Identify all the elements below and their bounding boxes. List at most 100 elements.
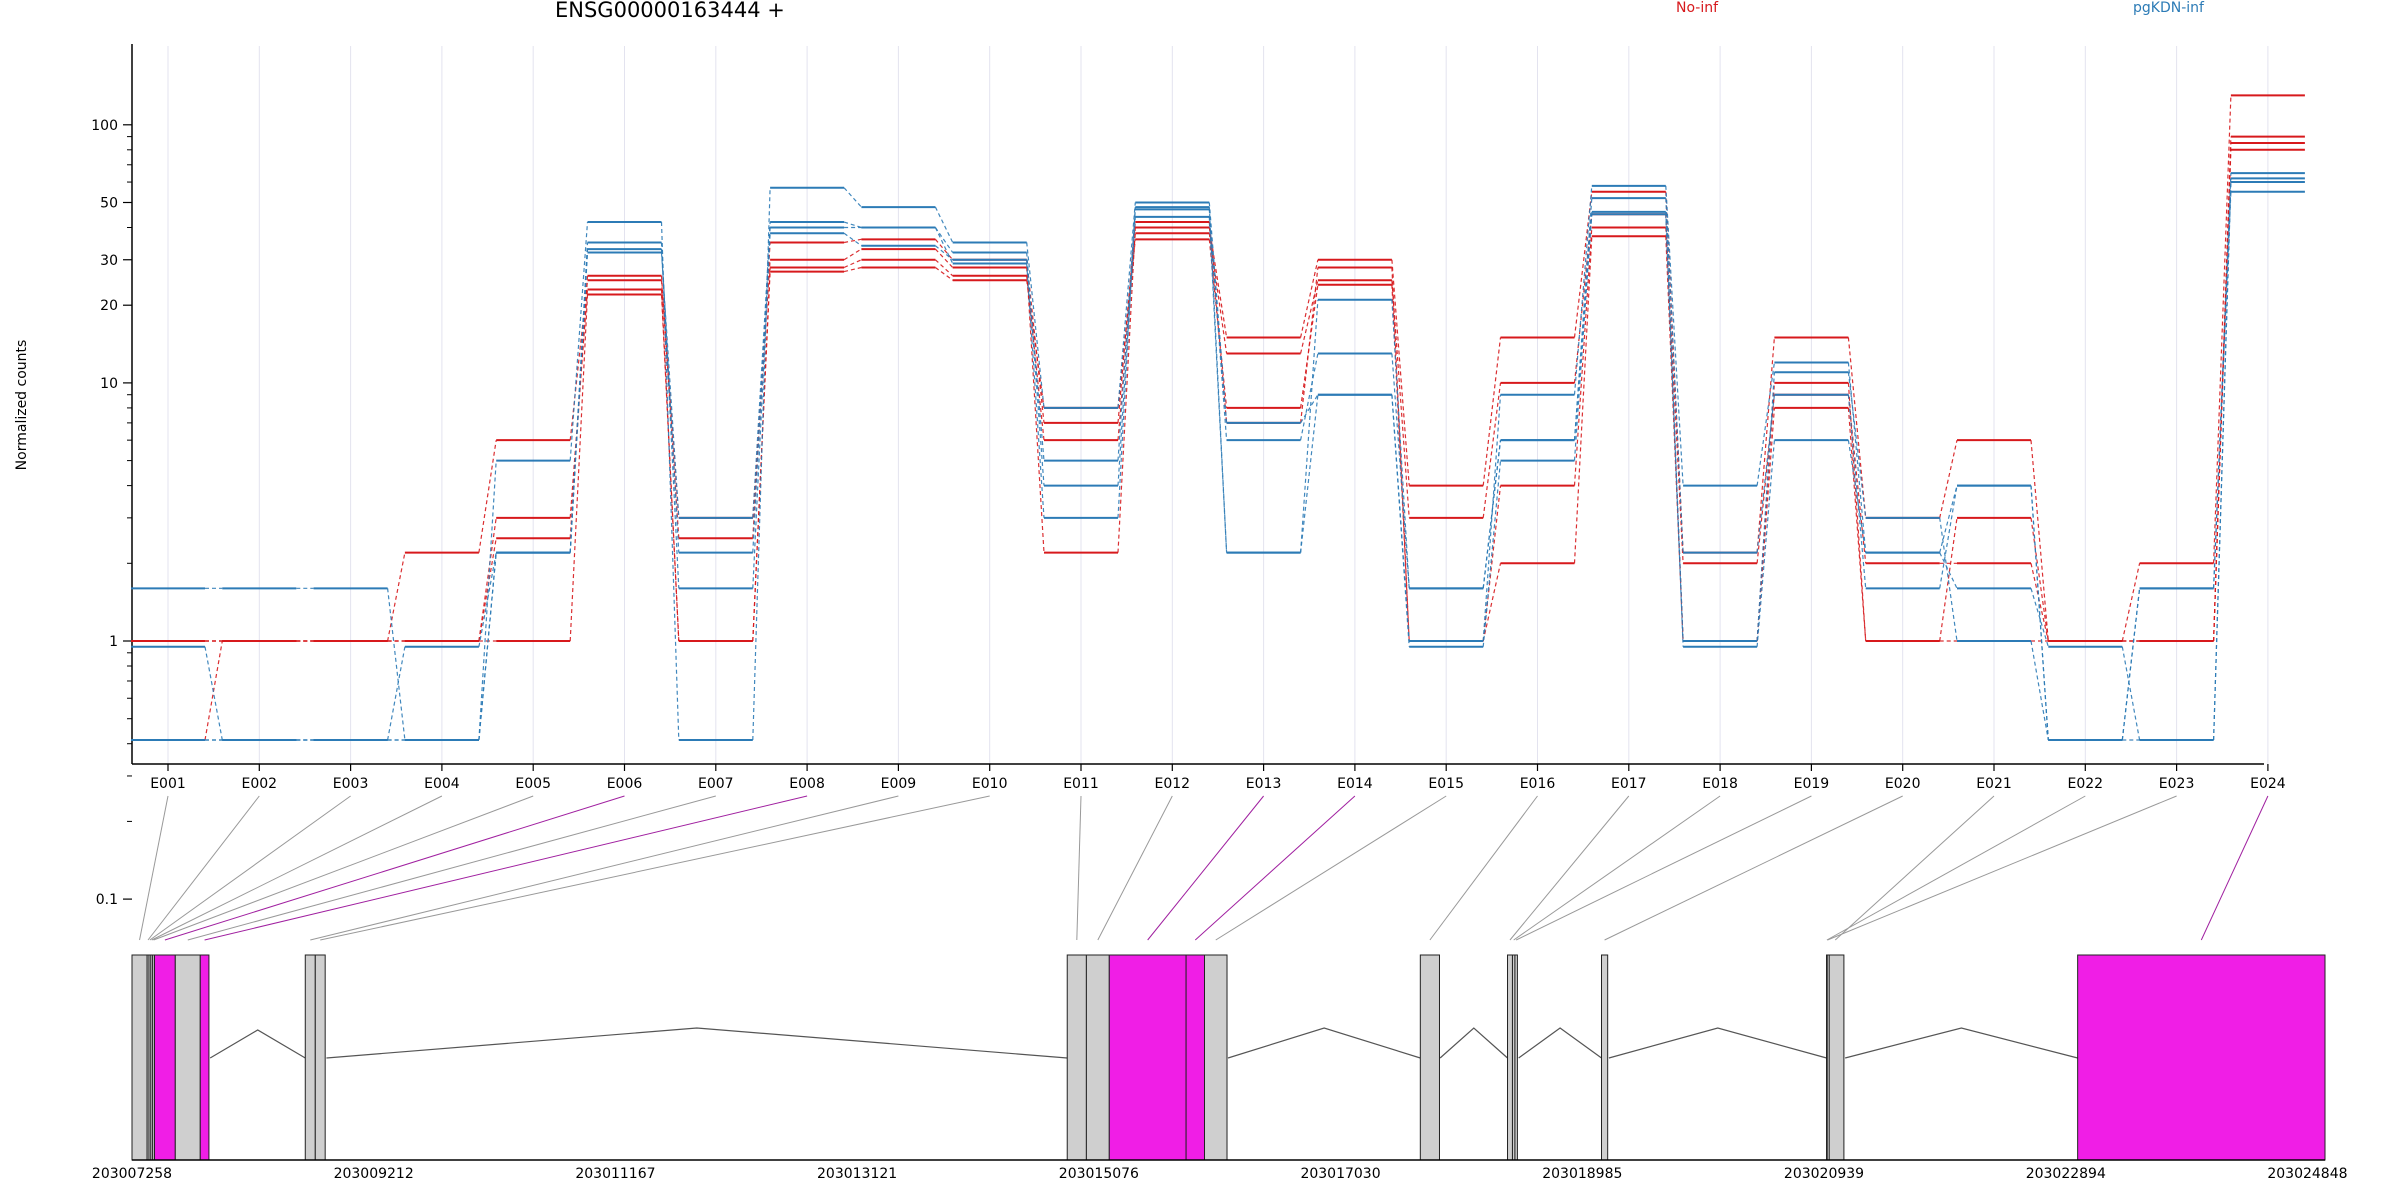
series-connector (1573, 191, 1593, 338)
series-connector (569, 252, 589, 553)
series-connector (2030, 440, 2049, 642)
series-connector (752, 187, 771, 741)
series-connector (752, 227, 771, 518)
exon-connector (153, 795, 534, 941)
exon-connector (164, 795, 625, 941)
series-connector (387, 588, 406, 741)
x-tick-label: E009 (881, 776, 917, 792)
x-tick-label: E013 (1246, 776, 1282, 792)
y-tick-label: 0.1 (96, 892, 118, 908)
series-connector (1756, 394, 1775, 553)
series-connector (1847, 407, 1867, 642)
x-tick-label: E020 (1885, 776, 1921, 792)
series-connector (1300, 280, 1319, 354)
series-connector (1665, 191, 1684, 553)
exon-connector (139, 795, 169, 941)
exon-connector (1509, 795, 1630, 941)
series-connector (660, 294, 680, 642)
x-tick-label: E004 (424, 776, 460, 792)
y-tick-label: 10 (100, 376, 118, 392)
y-tick-label: 100 (91, 118, 118, 134)
exon-connector (187, 795, 716, 941)
exon-connector (151, 795, 443, 941)
series-connector (1847, 372, 1867, 518)
series-connector (843, 238, 862, 244)
series-connector (478, 552, 497, 647)
exon-box (1507, 954, 1513, 1161)
x-tick-label: E008 (789, 776, 825, 792)
y-tick-label: 30 (100, 253, 118, 269)
series-connector (1026, 267, 1045, 553)
series-connector (1208, 202, 1228, 423)
genomic-tick-label: 203013121 (817, 1166, 897, 1182)
series-connector (2213, 149, 2232, 642)
genomic-tick-label: 203015076 (1059, 1166, 1139, 1182)
series-connector (387, 646, 406, 741)
genomic-tick-label: 203007258 (92, 1166, 172, 1182)
series-connector (843, 187, 862, 208)
genomic-tick-label: 203011167 (575, 1166, 655, 1182)
series-connector (1300, 353, 1319, 441)
x-tick-label: E019 (1794, 776, 1830, 792)
series-connector (1117, 207, 1136, 518)
series-connector (843, 221, 862, 229)
series-connector (1573, 227, 1593, 486)
series-connector (478, 460, 497, 741)
series-connector (934, 259, 954, 277)
series-connector (2030, 563, 2049, 642)
y-tick-label: 20 (100, 298, 118, 314)
series-connector (1391, 394, 1410, 647)
series-connector (2121, 588, 2141, 741)
x-tick-label: E017 (1611, 776, 1647, 792)
x-tick-label: E010 (972, 776, 1008, 792)
exon-connector (1834, 795, 1995, 941)
series-connector (843, 266, 862, 273)
series-connector (1573, 236, 1593, 564)
series-connector (1300, 267, 1319, 423)
series-connector (1847, 394, 1867, 589)
series-connector (1117, 221, 1136, 423)
genomic-tick-label: 203022894 (2026, 1166, 2106, 1182)
exon-connector (149, 795, 351, 941)
series-connector (1665, 211, 1684, 647)
series-connector (935, 267, 954, 281)
series-connector (2030, 517, 2049, 642)
series-connector (2030, 588, 2049, 647)
series-connector (1026, 259, 1045, 423)
series-connector (1208, 207, 1228, 553)
series-connector (2213, 191, 2232, 589)
intron-line (326, 1027, 1068, 1059)
series-connector (478, 552, 497, 741)
legend-pgkdn-inf: pgKDN-inf (2133, 0, 2204, 16)
exon-box (1185, 954, 1206, 1161)
series-connector (1482, 563, 1502, 642)
series-connector (1939, 485, 1958, 553)
genomic-tick-label: 203024848 (2267, 1166, 2347, 1182)
series-connector (1300, 394, 1319, 553)
series-connector (1208, 209, 1228, 441)
exon-box (1066, 954, 1087, 1161)
exon-box (1826, 954, 1830, 1161)
exon-connector (147, 795, 260, 941)
series-connector (1391, 280, 1410, 518)
series-connector (1300, 259, 1319, 338)
exon-box (1601, 954, 1609, 1161)
series-connector (1482, 382, 1502, 518)
chart-title: ENSG00000163444 + (555, 0, 785, 22)
series-connector (1026, 259, 1045, 461)
genomic-tick-label: 203020939 (1784, 1166, 1864, 1182)
exon-box (314, 954, 326, 1161)
series-connector (934, 248, 954, 268)
x-tick-label: E021 (1976, 776, 2012, 792)
x-tick-label: E018 (1702, 776, 1738, 792)
y-tick-label: 50 (100, 195, 118, 211)
series-connector (1300, 299, 1319, 553)
series-connector (2030, 485, 2049, 741)
exon-box (1204, 954, 1228, 1161)
x-tick-label: E022 (2068, 776, 2104, 792)
exon-box (1085, 954, 1110, 1161)
series-connector (478, 538, 497, 642)
series-connector (843, 232, 862, 247)
series-connector (1482, 460, 1502, 647)
exon-connector (1515, 795, 1812, 941)
